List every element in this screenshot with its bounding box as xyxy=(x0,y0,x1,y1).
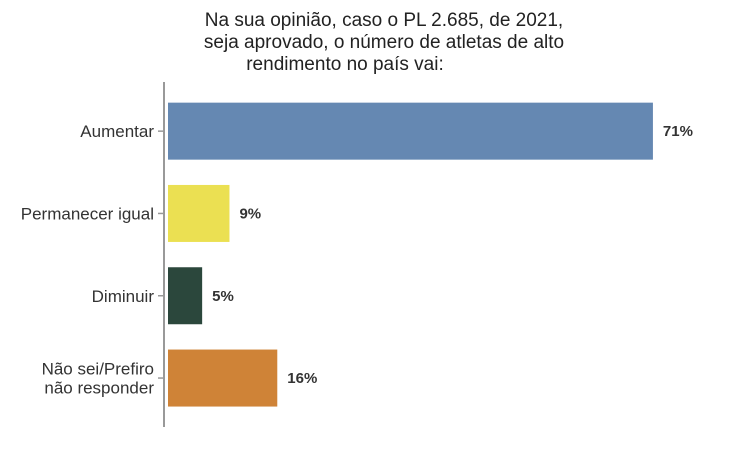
value-label-2: 5% xyxy=(212,288,234,305)
category-label-2-0: Diminuir xyxy=(92,287,155,306)
value-label-3: 16% xyxy=(287,370,317,387)
bar-0 xyxy=(168,102,653,160)
chart-title-line-2: seja aprovado, o número de atletas de al… xyxy=(204,32,564,53)
value-label-1: 9% xyxy=(239,205,261,222)
category-label-1-0: Permanecer igual xyxy=(21,204,154,223)
bar-1 xyxy=(168,184,230,242)
chart-title: Na sua opinião, caso o PL 2.685, de 2021… xyxy=(204,10,564,75)
chart-title-line-3: rendimento no país vai: xyxy=(246,54,444,75)
category-label-3-0: Não sei/Prefiro xyxy=(42,360,154,379)
category-label-0-0: Aumentar xyxy=(80,122,154,141)
chart-title-line-1: Na sua opinião, caso o PL 2.685, de 2021… xyxy=(205,10,563,31)
bar-2 xyxy=(168,267,203,325)
value-label-0: 71% xyxy=(663,123,693,140)
bar-3 xyxy=(168,349,278,407)
category-label-3-1: não responder xyxy=(44,379,154,398)
